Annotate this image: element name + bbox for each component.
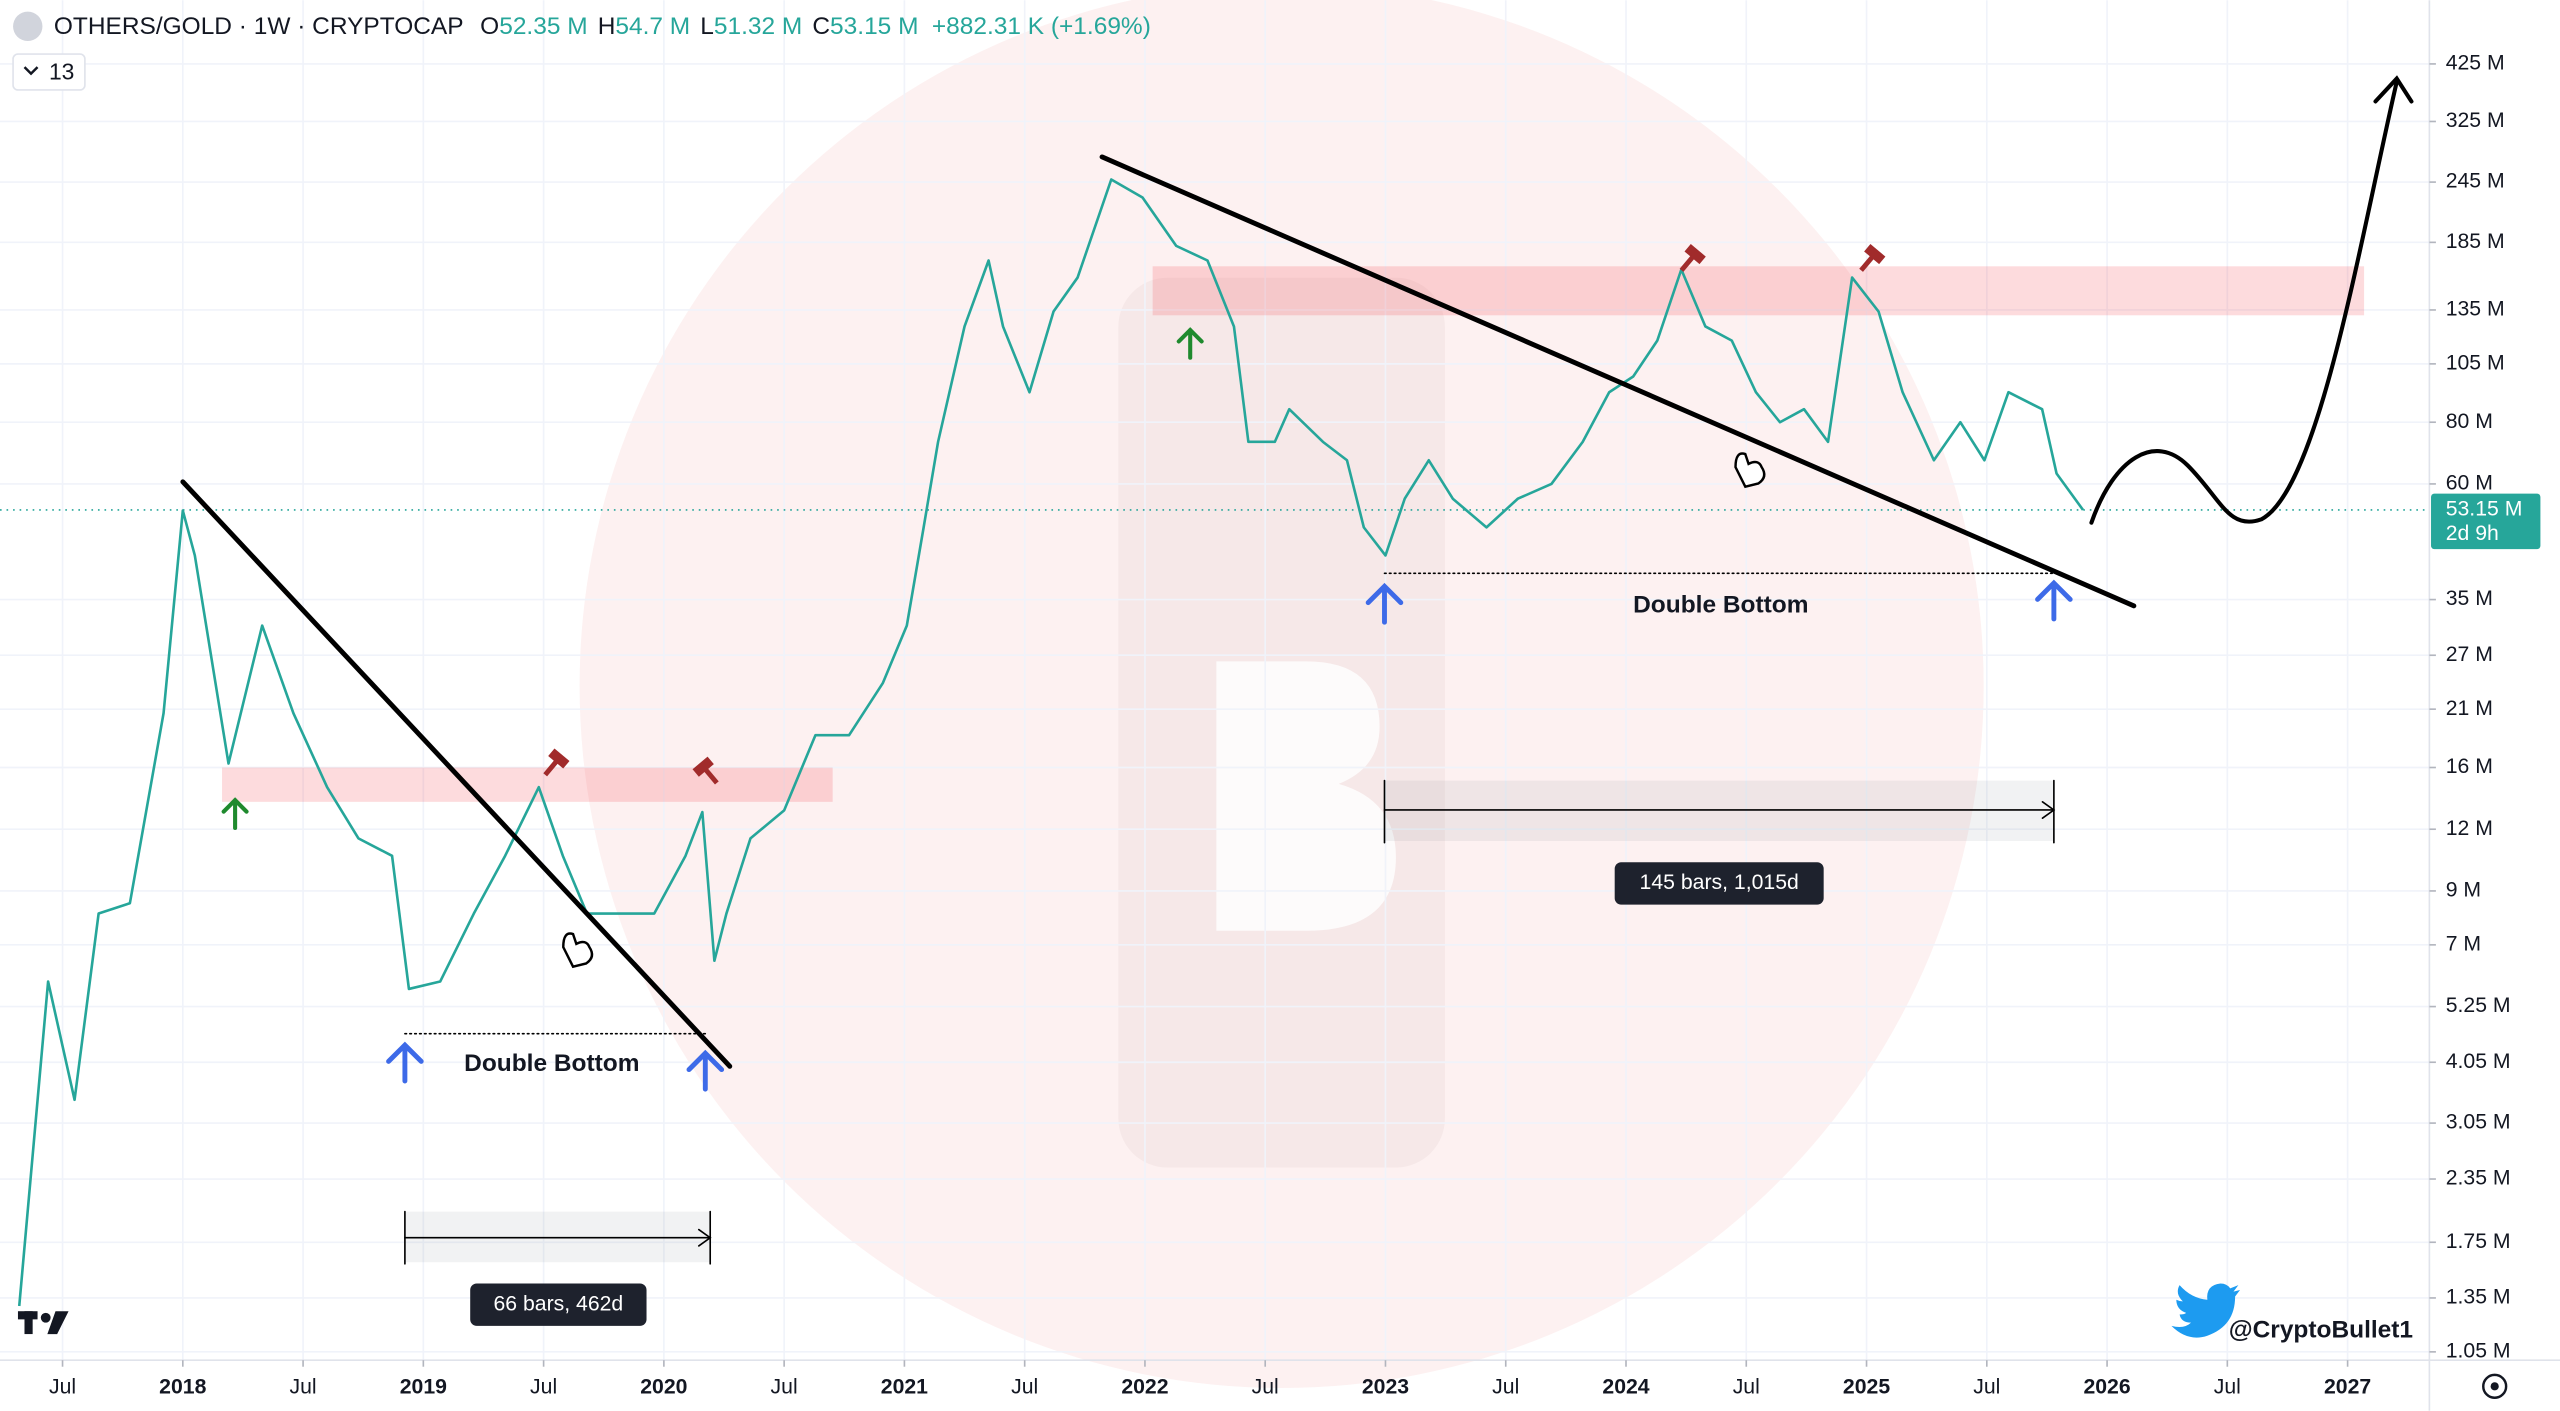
measure-ruler (404, 1210, 712, 1265)
y-tick-label: 245 M (2446, 170, 2505, 193)
x-tick-label: Jul (290, 1376, 317, 1399)
y-tick-label: 9 M (2446, 879, 2481, 902)
ohlc-value: 54.7 M (615, 13, 690, 40)
measure-label-box (1614, 862, 1824, 905)
y-tick-label: 27 M (2446, 643, 2493, 666)
x-tick-label: Jul (1733, 1376, 1760, 1399)
last-price-label: 53.15 M (2446, 498, 2523, 521)
ohlc-value: 51.32 M (714, 13, 802, 40)
y-tick-label: 5.25 M (2446, 994, 2511, 1017)
x-tick-label: 2023 (1362, 1376, 1409, 1399)
resistance-zone (1152, 266, 2365, 316)
x-tick-label: Jul (49, 1376, 76, 1399)
y-tick-label: 325 M (2446, 109, 2505, 132)
x-tick-label: Jul (1973, 1376, 2000, 1399)
y-tick-label: 1.35 M (2446, 1286, 2511, 1309)
symbol-logo (13, 11, 43, 42)
symbol: OTHERS/GOLD · 1W · CRYPTOCAP (54, 13, 464, 40)
y-tick-label: 4.05 M (2446, 1050, 2511, 1073)
measure-label: 145 bars, 1,015d (1640, 871, 1799, 894)
hammer-icons (543, 243, 1886, 785)
y-tick-label: 12 M (2446, 817, 2493, 840)
x-tick-label: 2018 (159, 1376, 206, 1399)
x-tick-label: 2022 (1121, 1376, 1168, 1399)
countdown-label: 2d 9h (2446, 522, 2499, 545)
y-tick-label: 80 M (2446, 410, 2493, 433)
grid (0, 0, 2430, 1361)
indicator-toggle[interactable]: 13 (12, 53, 86, 91)
projection-arrowhead (2373, 75, 2414, 104)
y-tick-label: 1.75 M (2446, 1230, 2511, 1253)
x-tick-label: 2024 (1602, 1376, 1649, 1399)
measure-ruler (1383, 779, 2056, 844)
x-tick-label: 2027 (2324, 1376, 2371, 1399)
x-tick-label: 2020 (640, 1376, 687, 1399)
resistance-zone (222, 767, 833, 802)
trend-line (1099, 154, 2137, 609)
x-tick-label: Jul (1492, 1376, 1519, 1399)
blue-arrows (386, 579, 2073, 1092)
drawings (222, 266, 2365, 1263)
tradingview-logo (17, 1311, 69, 1335)
ohlc-label: O (480, 13, 499, 40)
green-arrows (221, 327, 1204, 830)
series-layer (0, 178, 2430, 1307)
change: +882.31 K (+1.69%) (932, 13, 1151, 40)
twitter-logo (2171, 1283, 2240, 1338)
header: OTHERS/GOLD · 1W · CRYPTOCAP O52.35 M H5… (54, 13, 1151, 40)
last-price-box (2431, 493, 2541, 550)
y-tick-label: 135 M (2446, 298, 2505, 321)
y-tick-label: 16 M (2446, 755, 2493, 778)
drawings-top (180, 75, 2414, 1326)
ohlc-label: H (598, 13, 616, 40)
measure-label-box (470, 1283, 647, 1326)
indicator-count: 13 (49, 59, 74, 85)
measure-box (1384, 780, 2054, 842)
y-tick-label: 35 M (2446, 587, 2493, 610)
x-tick-label: Jul (530, 1376, 557, 1399)
y-tick-label: 105 M (2446, 351, 2505, 374)
annotation: Double Bottom (1633, 591, 1808, 618)
ohlc-label: C (812, 13, 830, 40)
y-tick-label: 1.05 M (2446, 1339, 2511, 1362)
y-tick-label: 21 M (2446, 697, 2493, 720)
y-tick-label: 425 M (2446, 52, 2505, 75)
annotation: Double Bottom (464, 1050, 639, 1077)
ohlc-value: 53.15 M (830, 13, 918, 40)
y-tick-label: 60 M (2446, 472, 2493, 495)
projection-path (2089, 79, 2399, 525)
x-tick-label: Jul (771, 1376, 798, 1399)
trend-line (180, 479, 733, 1069)
ohlc-label: L (700, 13, 714, 40)
ohlc-value: 52.35 M (499, 13, 587, 40)
price-line (17, 178, 2085, 1307)
x-tick-label: Jul (1252, 1376, 1279, 1399)
x-tick-label: 2026 (2083, 1376, 2130, 1399)
x-tick-label: Jul (1011, 1376, 1038, 1399)
x-tick-label: 2019 (400, 1376, 447, 1399)
watermark: @CryptoBullet1 (2229, 1316, 2413, 1343)
x-tick-label: 2025 (1843, 1376, 1890, 1399)
x-tick-label: Jul (2214, 1376, 2241, 1399)
measure-label: 66 bars, 462d (493, 1292, 623, 1315)
hand-icons (562, 452, 1766, 969)
y-tick-label: 185 M (2446, 230, 2505, 253)
y-tick-label: 3.05 M (2446, 1111, 2511, 1134)
y-tick-label: 7 M (2446, 932, 2481, 955)
x-tick-label: 2021 (881, 1376, 928, 1399)
settings-icon[interactable] (2482, 1373, 2508, 1399)
y-tick-label: 2.35 M (2446, 1167, 2511, 1190)
